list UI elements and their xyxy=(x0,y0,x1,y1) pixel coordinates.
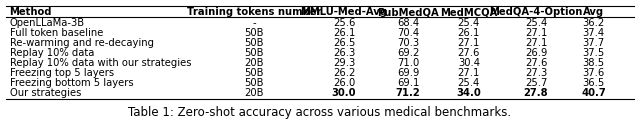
Text: 29.3: 29.3 xyxy=(333,58,355,68)
Text: 27.1: 27.1 xyxy=(525,28,547,38)
Text: 70.3: 70.3 xyxy=(397,38,419,48)
Text: MedQA-4-Option: MedQA-4-Option xyxy=(490,7,582,17)
Text: 50B: 50B xyxy=(244,38,264,48)
Text: 37.6: 37.6 xyxy=(582,68,605,78)
Text: 30.4: 30.4 xyxy=(458,58,480,68)
Text: 50B: 50B xyxy=(244,48,264,58)
Text: 26.3: 26.3 xyxy=(333,48,355,58)
Text: Re-warming and re-decaying: Re-warming and re-decaying xyxy=(10,38,154,48)
Text: Training tokens number: Training tokens number xyxy=(187,7,322,17)
Text: Our strategies: Our strategies xyxy=(10,88,81,99)
Text: 70.4: 70.4 xyxy=(397,28,419,38)
Text: 27.8: 27.8 xyxy=(524,88,548,99)
Text: 71.2: 71.2 xyxy=(396,88,420,99)
Text: OpenLLaMa-3B: OpenLLaMa-3B xyxy=(10,18,84,28)
Text: 37.7: 37.7 xyxy=(582,38,605,48)
Text: 27.1: 27.1 xyxy=(525,38,547,48)
Text: 30.0: 30.0 xyxy=(332,88,356,99)
Text: PubMedQA: PubMedQA xyxy=(377,7,439,17)
Text: 26.2: 26.2 xyxy=(333,68,355,78)
Text: Replay 10% data: Replay 10% data xyxy=(10,48,94,58)
Text: 25.7: 25.7 xyxy=(525,78,547,88)
Text: 26.1: 26.1 xyxy=(333,28,355,38)
Text: 38.5: 38.5 xyxy=(582,58,605,68)
Text: 71.0: 71.0 xyxy=(397,58,419,68)
Text: MMLU-Med-Avg: MMLU-Med-Avg xyxy=(301,7,387,17)
Text: 36.2: 36.2 xyxy=(582,18,605,28)
Text: MedMCQA: MedMCQA xyxy=(440,7,497,17)
Text: 34.0: 34.0 xyxy=(456,88,481,99)
Text: Freezing bottom 5 layers: Freezing bottom 5 layers xyxy=(10,78,133,88)
Text: 26.5: 26.5 xyxy=(333,38,355,48)
Text: 26.1: 26.1 xyxy=(458,28,480,38)
Text: 26.0: 26.0 xyxy=(333,78,355,88)
Text: Table 1: Zero-shot accuracy across various medical benchmarks.: Table 1: Zero-shot accuracy across vario… xyxy=(129,106,511,119)
Text: 50B: 50B xyxy=(244,68,264,78)
Text: 68.4: 68.4 xyxy=(397,18,419,28)
Text: Avg: Avg xyxy=(583,7,604,17)
Text: 20B: 20B xyxy=(244,88,264,99)
Text: 36.5: 36.5 xyxy=(582,78,605,88)
Text: 27.3: 27.3 xyxy=(525,68,547,78)
Text: Full token baseline: Full token baseline xyxy=(10,28,103,38)
Text: 20B: 20B xyxy=(244,58,264,68)
Text: Freezing top 5 layers: Freezing top 5 layers xyxy=(10,68,114,78)
Text: 69.9: 69.9 xyxy=(397,68,419,78)
Text: 27.6: 27.6 xyxy=(458,48,480,58)
Text: 69.2: 69.2 xyxy=(397,48,419,58)
Text: 25.4: 25.4 xyxy=(458,18,480,28)
Text: 27.6: 27.6 xyxy=(525,58,547,68)
Text: 37.4: 37.4 xyxy=(582,28,605,38)
Text: 50B: 50B xyxy=(244,78,264,88)
Text: 25.6: 25.6 xyxy=(333,18,355,28)
Text: 50B: 50B xyxy=(244,28,264,38)
Text: 26.9: 26.9 xyxy=(525,48,547,58)
Text: 25.4: 25.4 xyxy=(525,18,547,28)
Text: -: - xyxy=(253,18,256,28)
Text: 27.1: 27.1 xyxy=(458,38,480,48)
Text: Replay 10% data with our strategies: Replay 10% data with our strategies xyxy=(10,58,191,68)
Text: 27.1: 27.1 xyxy=(458,68,480,78)
Text: 25.4: 25.4 xyxy=(458,78,480,88)
Text: 37.5: 37.5 xyxy=(582,48,605,58)
Text: 40.7: 40.7 xyxy=(581,88,606,99)
Text: Method: Method xyxy=(10,7,52,17)
Text: 69.1: 69.1 xyxy=(397,78,419,88)
